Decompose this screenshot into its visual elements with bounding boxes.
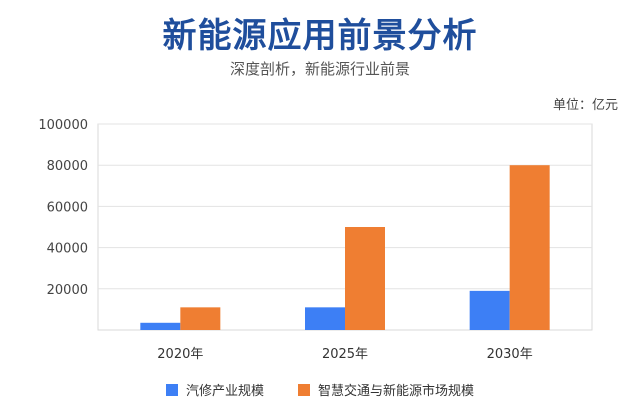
legend-swatch-series-2 (298, 383, 310, 396)
bar (140, 322, 181, 330)
bar (509, 165, 550, 330)
bar (345, 227, 385, 330)
legend-label-series-2: 智慧交通与新能源市场规模 (318, 384, 475, 399)
legend-swatch-series-1 (165, 383, 178, 396)
legend-item-series-2: 智慧交通与新能源市场规模 (298, 380, 474, 399)
y-tick-label: 60000 (47, 200, 88, 215)
y-tick-label: 80000 (47, 159, 88, 174)
bar (305, 307, 345, 330)
y-tick-label: 100000 (38, 118, 88, 133)
y-tick-label: 20000 (47, 283, 88, 298)
legend: 汽修产业规模 智慧交通与新能源市场规模 (0, 380, 640, 399)
bar (469, 290, 510, 330)
y-tick-label: 40000 (47, 242, 88, 257)
legend-item-series-1: 汽修产业规模 (165, 380, 264, 399)
x-tick-label: 2025年 (322, 347, 368, 362)
unit-label: 单位：亿元 (552, 98, 618, 113)
chart-title: 新能源应用前景分析 (162, 16, 478, 56)
x-tick-label: 2030年 (487, 347, 533, 362)
legend-label-series-1: 汽修产业规模 (185, 384, 264, 399)
bar (180, 307, 221, 330)
chart-subtitle: 深度剖析，新能源行业前景 (229, 60, 410, 78)
x-tick-label: 2020年 (157, 347, 203, 362)
